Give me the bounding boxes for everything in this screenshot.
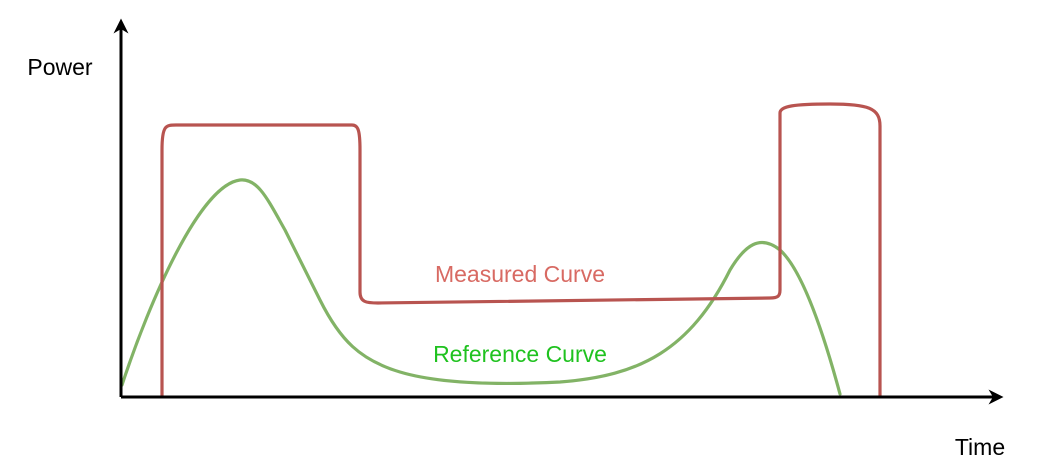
measured-curve-line xyxy=(160,102,882,396)
measured-curve-label: Measured Curve xyxy=(435,261,605,287)
x-axis-label: Time xyxy=(955,434,1005,460)
reference-curve-label: Reference Curve xyxy=(433,341,607,367)
reference-curve-line xyxy=(120,178,842,396)
y-axis-label: Power xyxy=(27,54,93,80)
